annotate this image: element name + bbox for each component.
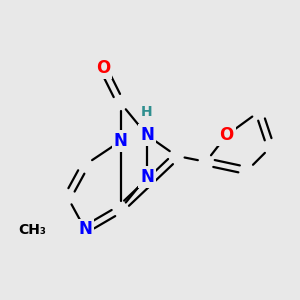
Text: N: N (114, 132, 128, 150)
Text: N: N (140, 126, 154, 144)
Text: CH₃: CH₃ (18, 223, 46, 236)
Text: N: N (140, 167, 154, 185)
Text: O: O (219, 126, 234, 144)
Text: O: O (96, 58, 110, 76)
Text: N: N (78, 220, 92, 238)
Text: H: H (141, 105, 153, 119)
